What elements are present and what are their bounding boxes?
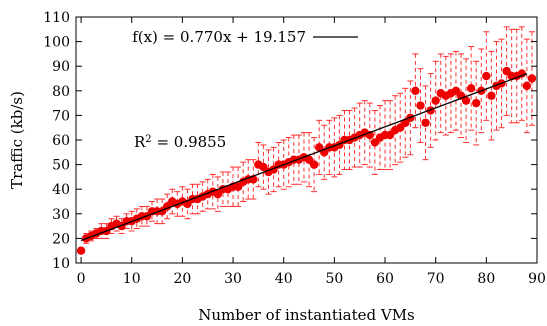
- data-point: [527, 74, 537, 83]
- fit-equation-label: f(x) = 0.770x + 19.157: [132, 28, 306, 46]
- y-tick-label: 10: [52, 256, 70, 272]
- x-tick-label: 40: [275, 271, 293, 287]
- data-point: [466, 84, 476, 93]
- r-squared-value: = 0.9855: [152, 133, 227, 151]
- data-point: [411, 86, 420, 96]
- y-tick-label: 30: [52, 207, 70, 223]
- r-squared-annotation: R2 = 0.9855: [134, 133, 226, 151]
- x-tick-label: 60: [376, 271, 394, 287]
- y-tick-label: 80: [52, 84, 70, 100]
- x-tick-label: 70: [427, 271, 445, 287]
- data-point: [482, 71, 491, 81]
- data-point: [487, 91, 496, 100]
- legend: f(x) = 0.770x + 19.157: [132, 28, 358, 46]
- y-tick-label: 110: [43, 10, 70, 26]
- x-tick-label: 0: [77, 271, 86, 287]
- y-tick-label: 70: [52, 108, 70, 124]
- y-tick-label: 90: [52, 59, 70, 75]
- y-axis-label: Traffic (kb/s): [8, 91, 26, 189]
- x-tick-label: 10: [123, 271, 141, 287]
- x-tick-label: 20: [173, 271, 191, 287]
- y-tick-label: 40: [52, 182, 70, 198]
- data-point: [76, 246, 86, 255]
- y-axis-ticks: 10 20 30 40 50 60 70 80 90 100 110: [43, 10, 537, 272]
- x-tick-label: 90: [528, 271, 546, 287]
- y-tick-label: 60: [52, 133, 70, 149]
- x-axis-ticks: 0 10 20 30 40 50 60 70 80 90: [77, 17, 546, 287]
- x-tick-label: 50: [325, 271, 343, 287]
- data-point: [416, 101, 425, 110]
- x-tick-label: 80: [477, 271, 495, 287]
- data-point: [517, 69, 527, 78]
- x-axis-label: Number of instantiated VMs: [198, 306, 415, 324]
- data-point: [472, 98, 481, 108]
- r-squared-prefix: R: [134, 133, 146, 151]
- error-bars: [78, 26, 535, 254]
- y-tick-label: 100: [43, 35, 70, 51]
- data-point: [431, 96, 440, 105]
- data-point: [309, 160, 319, 169]
- r-squared-superscript: 2: [145, 134, 151, 145]
- data-point: [461, 96, 471, 105]
- data-point: [421, 118, 430, 127]
- data-points: [76, 66, 537, 255]
- x-tick-label: 30: [224, 271, 242, 287]
- fit-line: [80, 73, 528, 242]
- data-point: [522, 81, 532, 91]
- y-tick-label: 50: [52, 158, 70, 174]
- y-tick-label: 20: [52, 231, 70, 247]
